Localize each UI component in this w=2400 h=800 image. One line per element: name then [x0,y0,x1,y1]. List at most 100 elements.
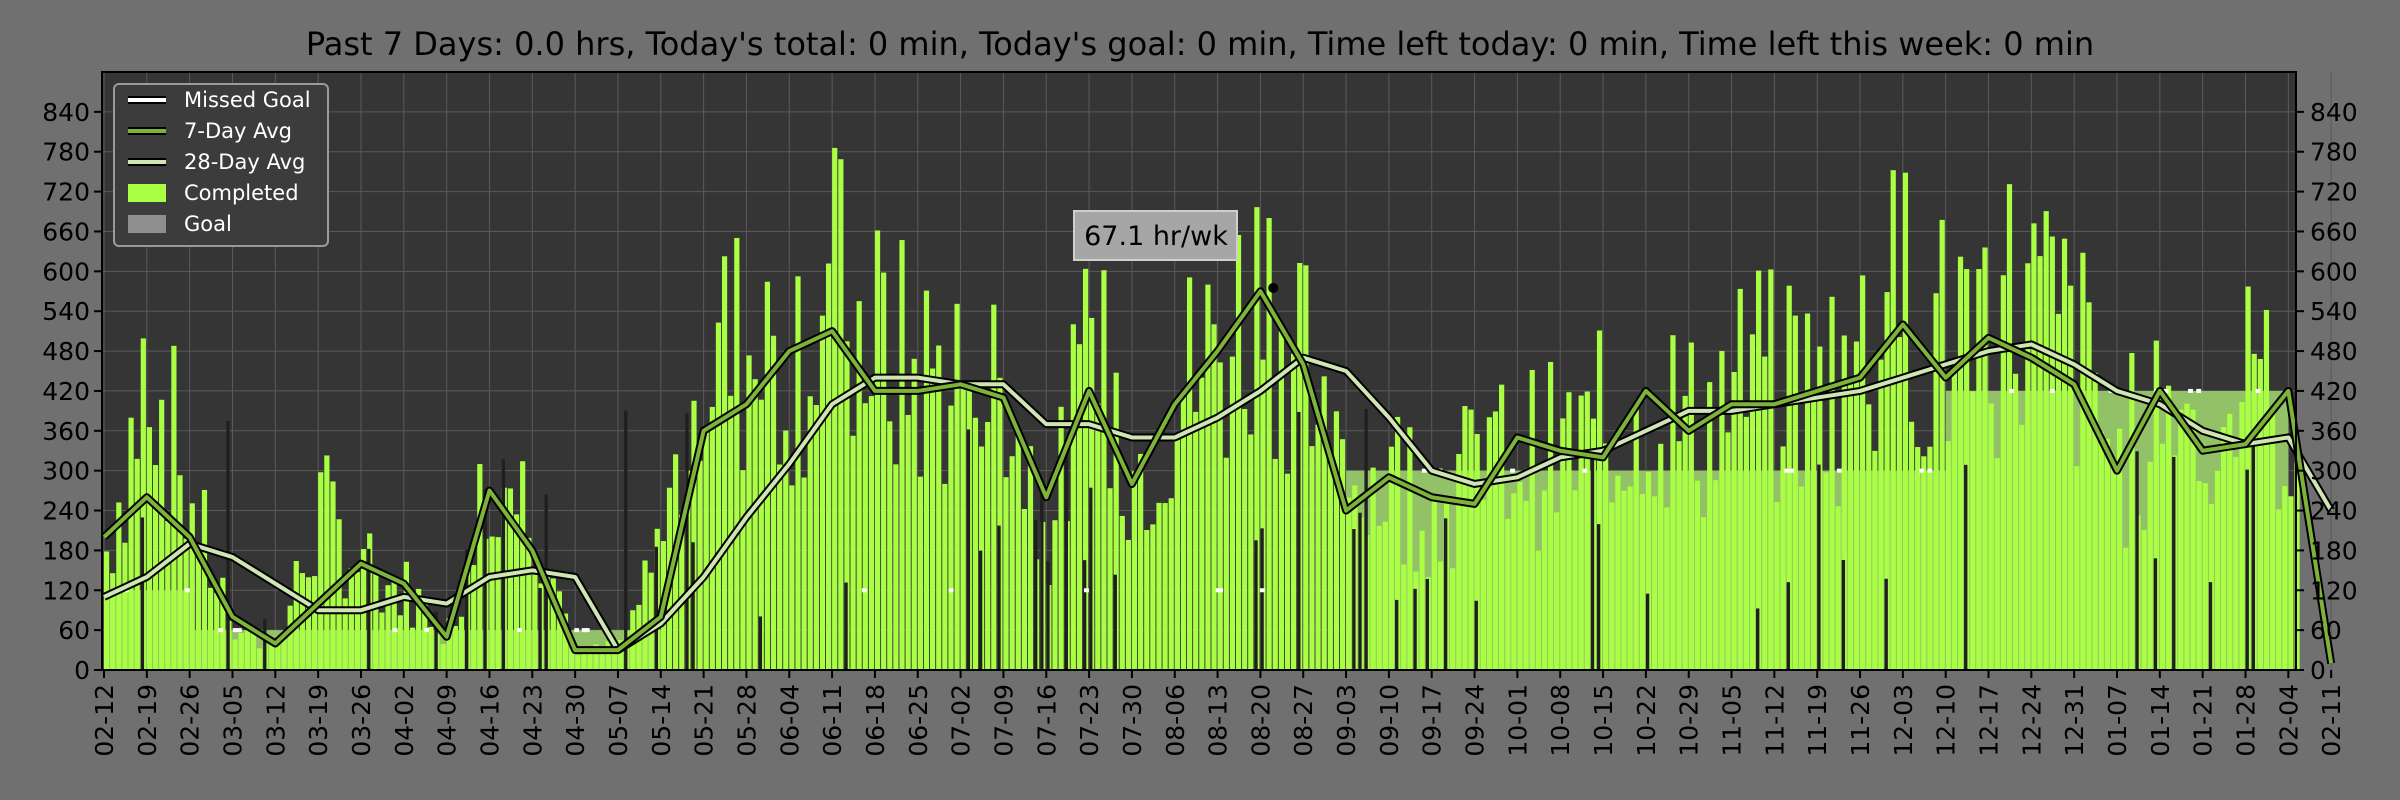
completed-bar [1199,377,1205,670]
x-tick-label: 06-18 [861,684,890,757]
missed-day-bar [1064,440,1068,670]
completed-bar [1266,218,1272,671]
completed-bar [1248,434,1254,670]
x-tick-label: 10-01 [1503,684,1532,757]
x-tick-label: 04-02 [390,684,419,757]
y-tick-label-right: 840 [2310,98,2358,127]
completed-bar [1082,268,1089,670]
y-tick-label-right: 420 [2310,377,2358,406]
x-tick-label: 03-12 [261,684,290,757]
completed-bar [232,639,238,670]
y-tick-label-left: 420 [42,377,90,406]
missed-day-bar [1364,409,1368,670]
completed-bar [513,514,520,670]
completed-bar [1395,416,1401,670]
completed-bar [599,649,605,670]
completed-bar [905,414,911,670]
completed-bar [1768,269,1774,670]
completed-bar [1462,406,1468,670]
y-tick-label-left: 240 [42,497,90,526]
completed-bar [1658,443,1664,670]
x-tick-label: 02-26 [176,684,205,757]
x-tick-label: 11-26 [1846,684,1875,757]
completed-bar [177,475,183,670]
x-tick-label: 10-22 [1632,684,1661,757]
x-tick-label: 04-23 [518,684,547,757]
completed-bar [1119,515,1125,670]
completed-bar [1792,315,1798,670]
legend-label: Goal [184,212,232,236]
completed-bar [214,592,220,670]
missed-day-bar [1756,608,1760,670]
completed-bar [159,399,165,670]
completed-bar [1731,371,1737,670]
completed-bar [936,345,942,670]
x-tick-label: 06-25 [904,684,933,757]
completed-bar [1242,409,1248,670]
completed-bar [1339,439,1346,670]
completed-bar [795,276,801,670]
completed-bar [293,561,299,670]
completed-bar [1284,473,1291,670]
y-tick-label-left: 300 [42,457,90,486]
completed-bar [1205,284,1211,670]
completed-bar [409,627,416,670]
x-tick-label: 09-17 [1418,684,1447,757]
completed-bar [446,618,452,670]
completed-bar [1664,507,1670,670]
completed-bar [948,405,954,670]
completed-bars [104,147,2300,671]
completed-bar [1756,270,1762,670]
missed-day-bar [997,525,1001,670]
completed-bar [930,368,936,670]
annotation-box [1073,210,1238,261]
completed-bar [2123,547,2129,670]
x-tick-label: 10-08 [1546,684,1575,757]
completed-bar [801,477,807,670]
x-axis: 02-12 02-19 02-26 03-05 03-12 03-19 03-26 04-02… [90,670,2346,757]
completed-bar [2061,238,2068,670]
completed-bar [1480,499,1486,670]
missed-day-bar [685,413,689,670]
completed-bar [783,430,789,670]
completed-bar [1596,330,1603,670]
completed-bar [1101,270,1107,670]
completed-bar [195,555,201,670]
completed-bar [1174,438,1180,670]
completed-bar [752,379,758,670]
missed-day-bar [1786,582,1790,670]
annotation: 67.1 hr/wk [1073,210,1279,293]
completed-bar [526,537,532,670]
completed-bar [1193,411,1199,670]
completed-bar [189,503,195,670]
completed-bar [1902,172,1909,670]
completed-bar [581,649,587,670]
completed-bar [1003,477,1009,670]
completed-bar [1150,524,1156,670]
completed-bar [1994,458,2000,670]
completed-bar [1762,356,1768,670]
completed-bar [1798,486,1805,670]
missed-day-bar [624,410,628,670]
completed-bar [244,630,250,670]
x-tick-label: 10-15 [1589,684,1618,757]
y-tick-label-right: 180 [2310,536,2358,565]
x-tick-label: 05-28 [732,684,761,757]
completed-bar [1853,341,1860,670]
completed-bar [342,598,348,670]
completed-bar [489,536,495,670]
completed-bar [813,405,819,670]
completed-bar [1058,406,1064,670]
completed-bar [569,647,575,670]
completed-bar [593,644,599,670]
completed-bar [1547,361,1554,670]
completed-bar [972,417,979,670]
completed-bar [1486,417,1492,670]
completed-bar [2055,313,2062,670]
completed-bar [2221,427,2227,670]
x-tick-label: 11-19 [1803,684,1832,757]
completed-bar [917,476,923,670]
completed-bar [1603,443,1609,670]
completed-bar [715,322,722,670]
completed-bar [862,403,868,670]
